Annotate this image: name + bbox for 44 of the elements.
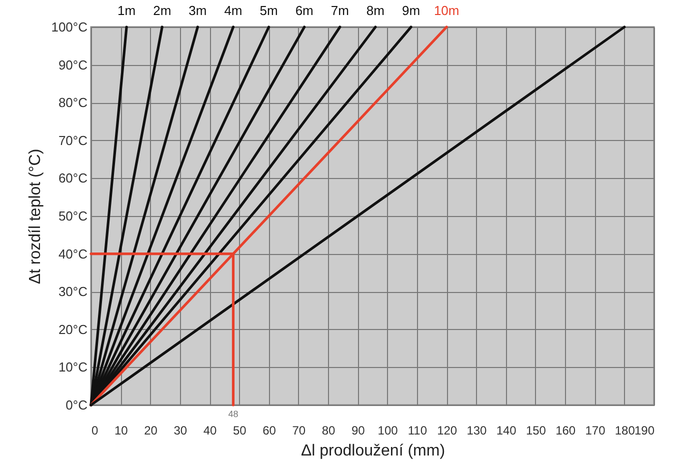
series-label: 7m bbox=[330, 3, 349, 18]
x-tick-label: 110 bbox=[408, 424, 428, 438]
y-tick-label: 100°C bbox=[51, 20, 88, 34]
series-label: 3m bbox=[188, 3, 207, 18]
y-tick-label: 10°C bbox=[58, 360, 88, 375]
x-tick-label: 170 bbox=[585, 424, 606, 438]
x-tick-label: 40 bbox=[203, 424, 218, 438]
series-label: 4m bbox=[224, 3, 242, 18]
series-label: 10m bbox=[434, 3, 460, 18]
y-tick-label: 20°C bbox=[58, 322, 88, 337]
series-label: 9m bbox=[402, 3, 420, 18]
series-label: 2m bbox=[153, 3, 172, 18]
y-tick-label: 50°C bbox=[58, 208, 88, 224]
annotation: 48 bbox=[228, 409, 238, 419]
x-tick-label: 150 bbox=[526, 424, 546, 438]
x-tick-label: 50 bbox=[232, 424, 247, 438]
x-tick-label: 30 bbox=[174, 424, 188, 438]
x-tick-label: 80 bbox=[322, 424, 336, 438]
y-tick-label: 90°C bbox=[58, 57, 88, 72]
x-tick-label: 20 bbox=[144, 424, 158, 438]
x-tick-label: 180 bbox=[614, 424, 636, 438]
x-tick-label: 160 bbox=[556, 424, 576, 438]
x-tick-label: 130 bbox=[466, 424, 488, 438]
series-label: 6m bbox=[295, 3, 314, 18]
series-label: 1m bbox=[118, 3, 136, 18]
x-tick-label: 120 bbox=[437, 424, 458, 438]
series-label: 5m bbox=[260, 3, 278, 18]
x-tick-label: 0 bbox=[92, 424, 98, 438]
x-tick-label: 60 bbox=[262, 424, 276, 438]
y-tick-label: 0°C bbox=[66, 398, 88, 412]
x-tick-label: 100 bbox=[378, 424, 398, 438]
x-tick-label: 10 bbox=[114, 424, 128, 438]
x-tick-label: 90 bbox=[352, 424, 366, 438]
series-label: 8m bbox=[366, 3, 384, 18]
x-tick-label: 190 bbox=[634, 424, 655, 438]
y-tick-label: 60°C bbox=[58, 170, 88, 186]
x-tick-label: 140 bbox=[496, 424, 517, 438]
y-tick-label: 70°C bbox=[58, 132, 88, 148]
y-axis-title: Δt rozdíl teplot (°C) bbox=[27, 148, 44, 284]
x-axis-title: Δl prodloužení (mm) bbox=[300, 442, 446, 460]
y-tick-label: 30°C bbox=[58, 284, 88, 300]
y-tick-label: 40°C bbox=[58, 246, 88, 262]
y-tick-label: 80°C bbox=[58, 95, 88, 110]
x-tick-label: 70 bbox=[292, 424, 306, 438]
